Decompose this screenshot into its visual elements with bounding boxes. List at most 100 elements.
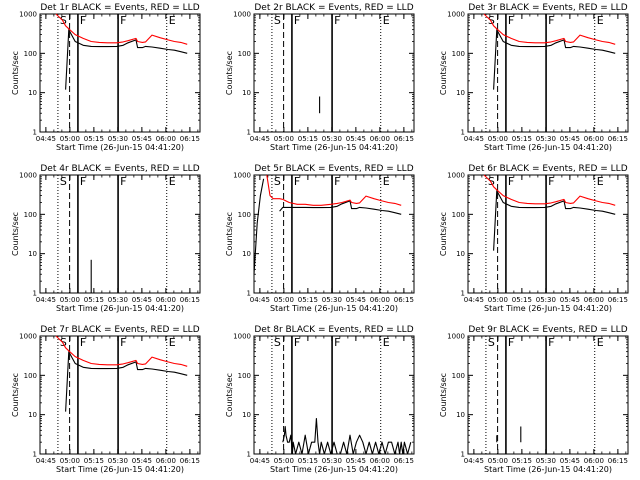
detector-panel-5: Det 5r BLACK = Events, RED = LLD 1 10 100 10… <box>225 164 415 313</box>
panel-title: Det 6r BLACK = Events, RED = LLD <box>468 164 627 174</box>
x-tick-label: 04:45 <box>250 296 270 304</box>
plot-frame <box>253 335 415 455</box>
x-tick-label: 05:30 <box>108 135 128 143</box>
x-tick-label: 06:00 <box>156 296 176 304</box>
series-line-events <box>493 190 616 251</box>
plot-frame <box>39 335 201 455</box>
marker-label-s: S <box>488 175 495 188</box>
series-line-lld <box>55 13 188 45</box>
plot-frame <box>39 174 201 294</box>
y-tick-label: 10 <box>456 250 465 258</box>
x-tick-label: 05:15 <box>298 296 318 304</box>
marker-label-e: E <box>597 175 604 188</box>
series-line-lld <box>483 174 616 206</box>
marker-label-s: S <box>274 175 281 188</box>
marker-label-e: E <box>383 336 390 349</box>
marker-label-f: F <box>508 175 514 188</box>
y-tick-label: 10 <box>28 411 37 419</box>
x-tick-label: 04:45 <box>250 135 270 143</box>
x-axis-label: Start Time (26-Jun-15 04:41:20) <box>270 465 398 474</box>
x-tick-label: 06:15 <box>180 135 200 143</box>
x-tick-label: 05:45 <box>346 457 366 465</box>
x-tick-label: 04:45 <box>250 457 270 465</box>
marker-label-f: F <box>120 336 126 349</box>
plot-frame <box>39 13 201 133</box>
y-tick-label: 10 <box>242 411 251 419</box>
x-tick-label: 05:45 <box>560 457 580 465</box>
x-tick-label: 06:15 <box>394 296 414 304</box>
y-tick-label: 1000 <box>447 11 465 19</box>
series-line-events <box>65 29 188 90</box>
x-tick-label: 05:00 <box>488 135 508 143</box>
plot-frame <box>467 13 629 133</box>
detector-panel-9: Det 9r BLACK = Events, RED = LLD 1 10 100 10… <box>439 325 629 474</box>
marker-label-f: F <box>294 336 300 349</box>
x-tick-label: 05:00 <box>488 296 508 304</box>
series-line-events <box>65 351 188 412</box>
x-tick-label: 05:15 <box>84 296 104 304</box>
marker-label-f: F <box>508 14 514 27</box>
marker-label-s: S <box>274 14 281 27</box>
panel-title: Det 1r BLACK = Events, RED = LLD <box>40 3 199 13</box>
detector-panel-1: Det 1r BLACK = Events, RED = LLD 1 10 100 10… <box>11 3 201 152</box>
x-tick-label: 05:00 <box>60 296 80 304</box>
x-tick-label: 05:00 <box>60 135 80 143</box>
y-tick-label: 1000 <box>233 333 251 341</box>
x-tick-label: 04:45 <box>464 135 484 143</box>
marker-label-f: F <box>294 14 300 27</box>
x-tick-label: 06:15 <box>608 457 628 465</box>
series-line-events <box>493 29 616 90</box>
x-tick-label: 06:00 <box>370 457 390 465</box>
x-tick-label: 06:15 <box>394 457 414 465</box>
x-axis-label: Start Time (26-Jun-15 04:41:20) <box>56 143 184 152</box>
x-tick-label: 05:30 <box>536 457 556 465</box>
x-tick-label: 06:00 <box>156 457 176 465</box>
marker-label-s: S <box>60 14 67 27</box>
y-tick-label: 1000 <box>447 172 465 180</box>
y-axis-label: Counts/sec <box>225 51 234 95</box>
marker-label-f: F <box>80 336 86 349</box>
panel-title: Det 9r BLACK = Events, RED = LLD <box>468 325 627 335</box>
plot-frame <box>467 335 629 455</box>
x-tick-label: 05:30 <box>108 457 128 465</box>
y-axis-label: Counts/sec <box>439 373 448 417</box>
y-axis-label: Counts/sec <box>225 212 234 256</box>
y-tick-label: 1000 <box>19 333 37 341</box>
y-tick-label: 1000 <box>19 172 37 180</box>
y-tick-label: 100 <box>238 211 251 219</box>
marker-label-f: F <box>120 14 126 27</box>
x-tick-label: 06:00 <box>584 296 604 304</box>
x-tick-label: 04:45 <box>36 135 56 143</box>
series-line-events <box>496 426 522 443</box>
y-tick-label: 10 <box>242 89 251 97</box>
y-tick-label: 10 <box>456 411 465 419</box>
panel-title: Det 7r BLACK = Events, RED = LLD <box>40 325 199 335</box>
marker-label-f: F <box>508 336 514 349</box>
x-axis-label: Start Time (26-Jun-15 04:41:20) <box>270 143 398 152</box>
panel-title: Det 2r BLACK = Events, RED = LLD <box>254 3 413 13</box>
series-line-lld <box>266 174 402 206</box>
marker-label-s: S <box>488 14 495 27</box>
marker-label-f: F <box>334 14 340 27</box>
x-tick-label: 06:00 <box>370 296 390 304</box>
x-tick-label: 05:00 <box>60 457 80 465</box>
x-tick-label: 06:15 <box>394 135 414 143</box>
x-tick-label: 04:45 <box>464 457 484 465</box>
y-axis-label: Counts/sec <box>439 51 448 95</box>
panel-title: Det 5r BLACK = Events, RED = LLD <box>254 164 413 174</box>
marker-label-f: F <box>334 175 340 188</box>
detector-panel-7: Det 7r BLACK = Events, RED = LLD 1 10 100 10… <box>11 325 201 474</box>
marker-label-e: E <box>597 14 604 27</box>
x-tick-label: 06:15 <box>180 457 200 465</box>
marker-label-e: E <box>169 336 176 349</box>
y-tick-label: 100 <box>238 50 251 58</box>
y-tick-label: 10 <box>242 250 251 258</box>
x-tick-label: 05:15 <box>84 457 104 465</box>
y-tick-label: 1000 <box>233 172 251 180</box>
x-tick-label: 05:45 <box>560 135 580 143</box>
y-tick-label: 1000 <box>233 11 251 19</box>
x-tick-label: 05:15 <box>512 296 532 304</box>
panel-title: Det 3r BLACK = Events, RED = LLD <box>468 3 627 13</box>
y-tick-label: 100 <box>452 50 465 58</box>
y-tick-label: 100 <box>452 211 465 219</box>
